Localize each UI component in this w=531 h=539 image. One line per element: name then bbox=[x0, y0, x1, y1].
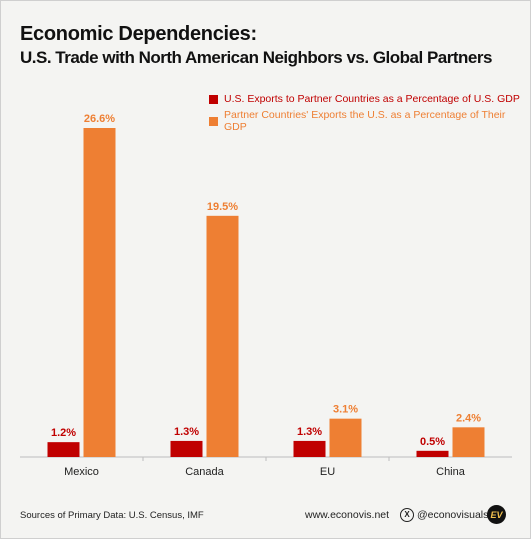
bar-canada-series-1 bbox=[170, 440, 203, 457]
website-link[interactable]: www.econovis.net bbox=[305, 509, 390, 521]
legend-item-partner-exports: Partner Countries' Exports the U.S. as a… bbox=[209, 109, 531, 133]
econovis-logo: EV bbox=[487, 505, 506, 524]
legend-label-us-exports: U.S. Exports to Partner Countries as a P… bbox=[224, 93, 520, 105]
legend: U.S. Exports to Partner Countries as a P… bbox=[209, 92, 531, 136]
bar-mexico-series-2 bbox=[83, 128, 116, 457]
chart-title: Economic Dependencies: bbox=[20, 23, 257, 45]
social-handle-text: @econovisuals bbox=[417, 509, 489, 521]
social-handle[interactable]: X @econovisuals bbox=[400, 508, 488, 522]
x-tick-label-mexico: Mexico bbox=[64, 466, 99, 478]
data-label-eu-series-2: 3.1% bbox=[333, 404, 358, 416]
bar-canada-series-2 bbox=[206, 215, 239, 457]
legend-swatch-us-exports bbox=[209, 94, 218, 104]
data-label-canada-series-2: 19.5% bbox=[207, 201, 238, 213]
chart-subtitle: U.S. Trade with North American Neighbors… bbox=[20, 48, 492, 67]
bar-eu-series-2 bbox=[329, 418, 362, 457]
data-label-canada-series-1: 1.3% bbox=[174, 426, 199, 438]
legend-label-partner-exports: Partner Countries' Exports the U.S. as a… bbox=[224, 109, 506, 133]
data-label-eu-series-1: 1.3% bbox=[297, 426, 322, 438]
legend-item-us-exports: U.S. Exports to Partner Countries as a P… bbox=[209, 92, 531, 106]
bar-eu-series-1 bbox=[293, 440, 326, 457]
x-tick-label-eu: EU bbox=[320, 466, 335, 478]
bar-mexico-series-1 bbox=[47, 442, 80, 457]
bar-china-series-1 bbox=[416, 450, 449, 457]
data-label-mexico-series-2: 26.6% bbox=[84, 113, 115, 125]
data-label-china-series-1: 0.5% bbox=[420, 436, 445, 448]
data-label-mexico-series-1: 1.2% bbox=[51, 427, 76, 439]
legend-swatch-partner-exports bbox=[209, 116, 218, 126]
x-tick-label-china: China bbox=[436, 466, 466, 478]
sources-note: Sources of Primary Data: U.S. Census, IM… bbox=[20, 510, 204, 521]
x-icon: X bbox=[400, 508, 414, 522]
bar-china-series-2 bbox=[452, 427, 485, 457]
data-label-china-series-2: 2.4% bbox=[456, 412, 481, 424]
x-tick-label-canada: Canada bbox=[185, 466, 224, 478]
